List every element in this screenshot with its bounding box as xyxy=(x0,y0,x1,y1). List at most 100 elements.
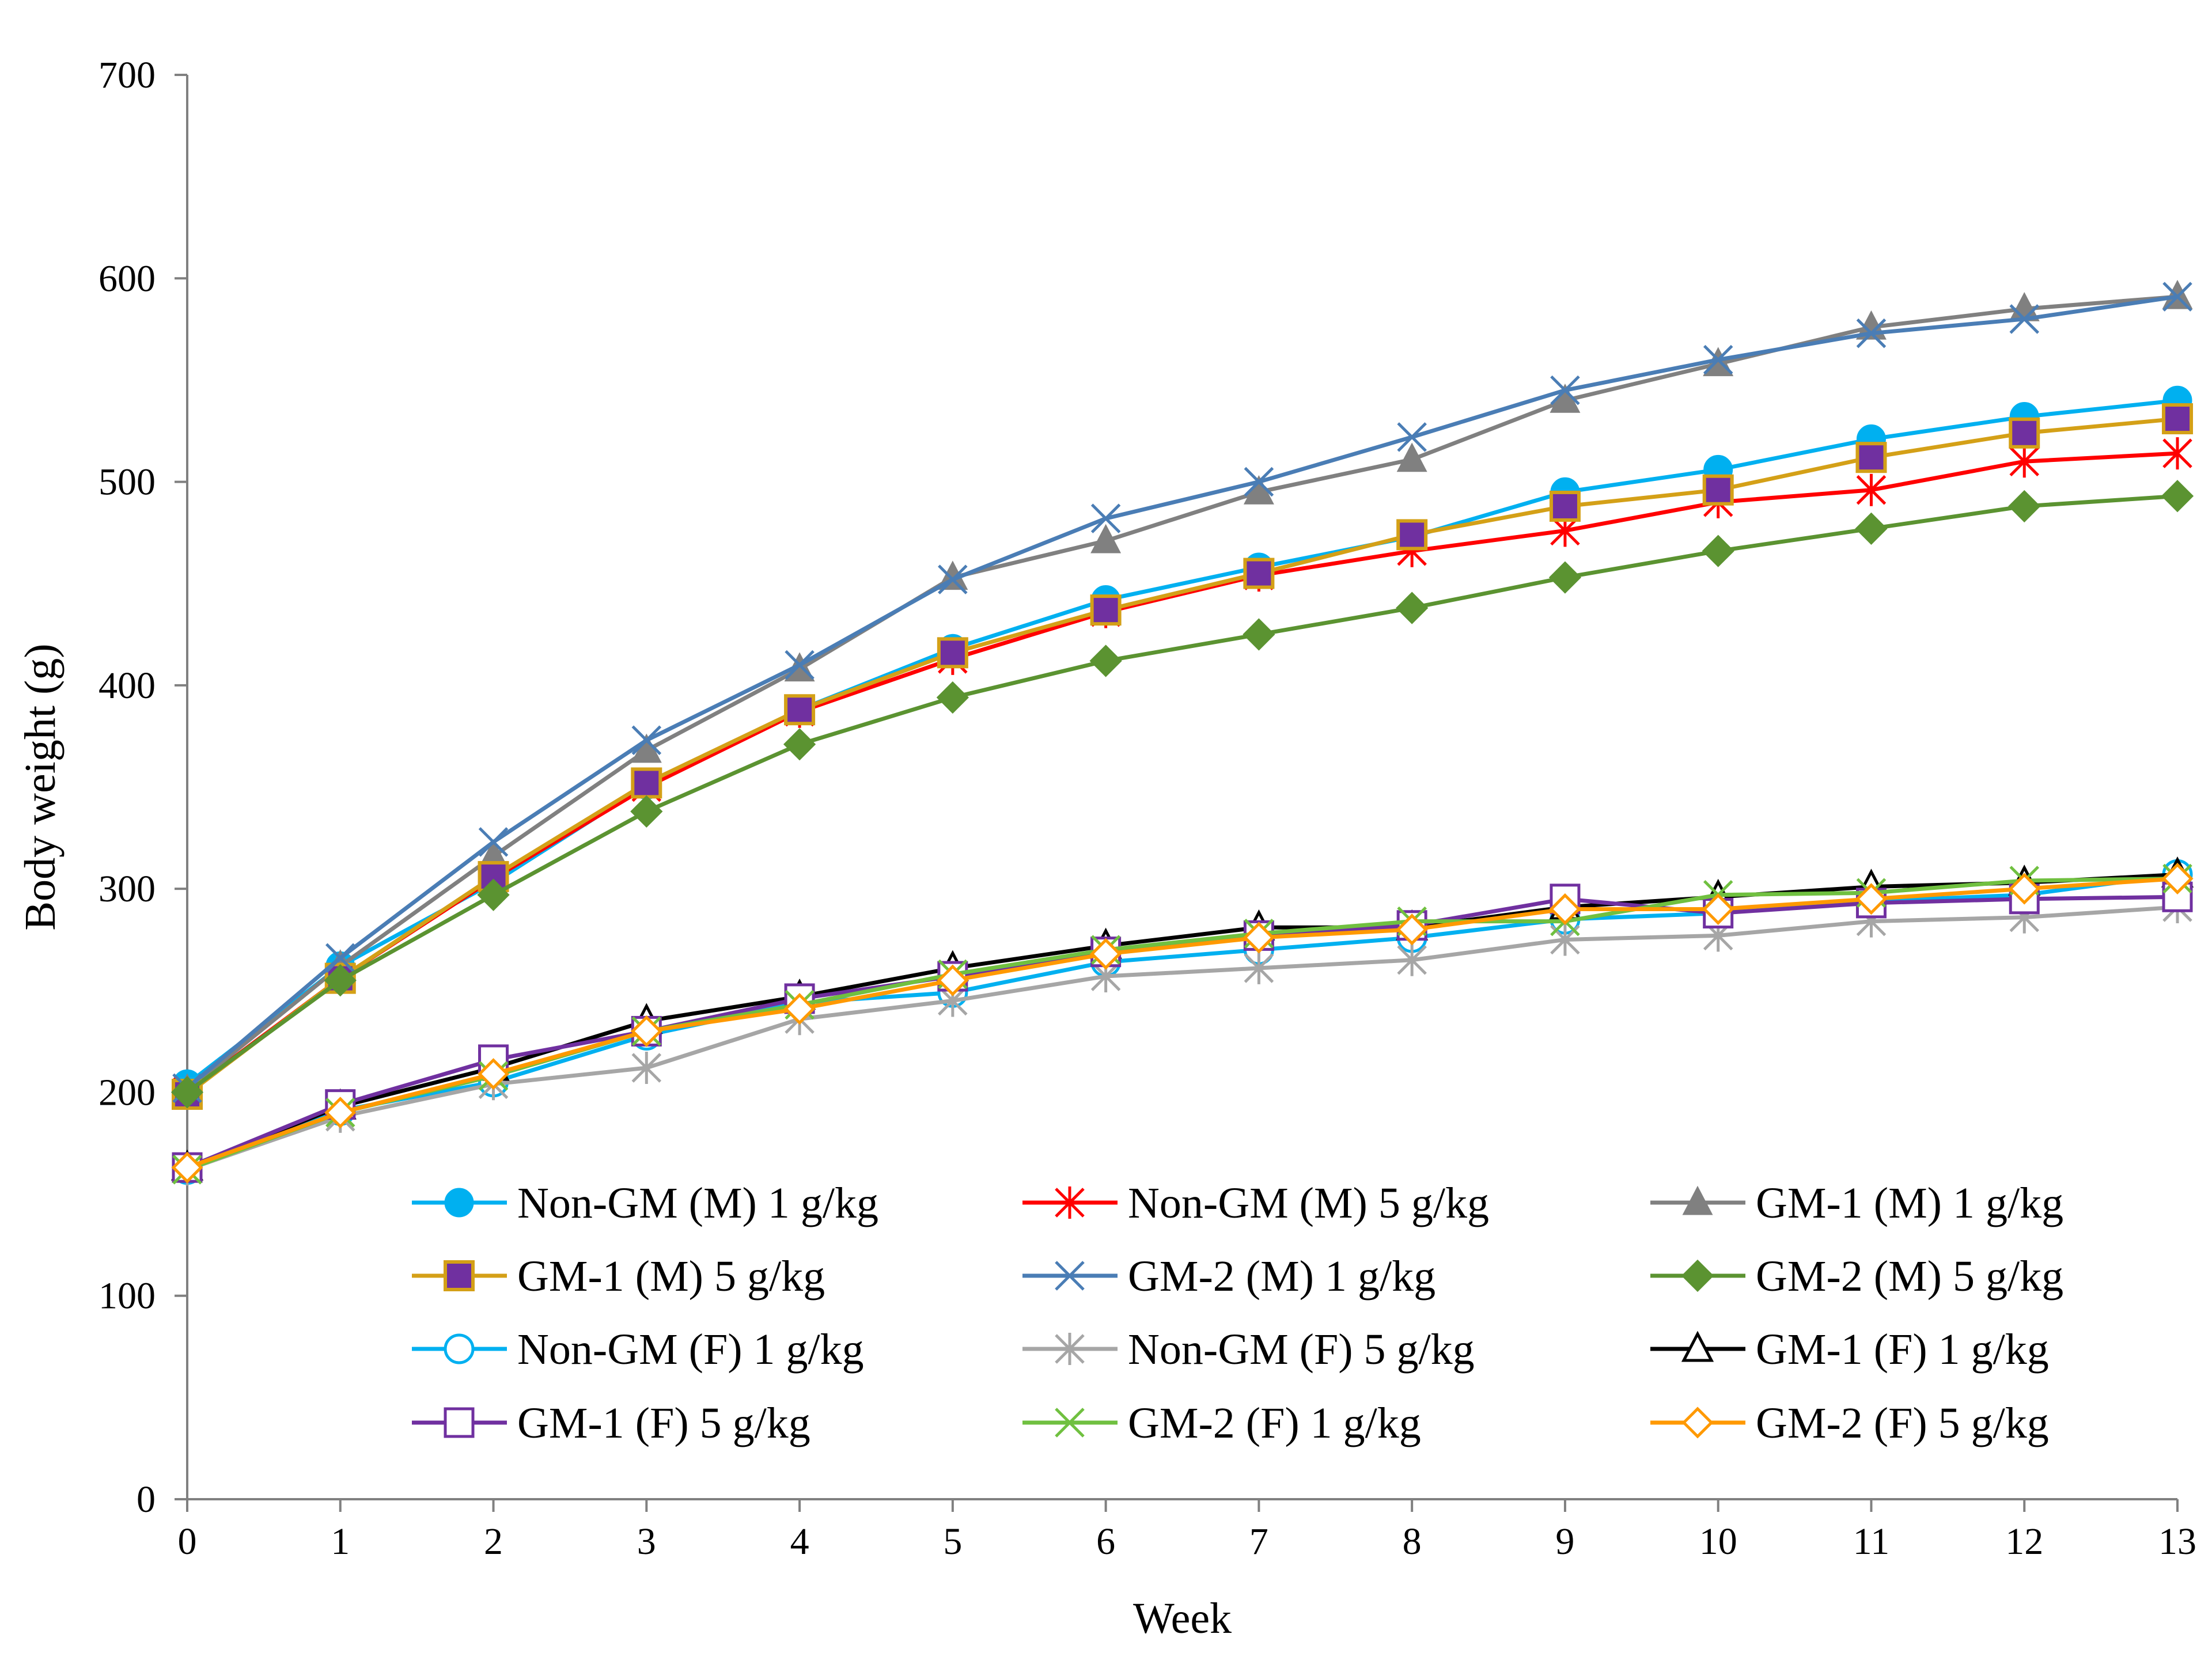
x-tick-label: 3 xyxy=(637,1521,656,1563)
legend-label: GM-1 (M) 5 g/kg xyxy=(517,1252,825,1301)
data-point-marker xyxy=(2009,445,2039,478)
legend-label: Non-GM (F) 5 g/kg xyxy=(1128,1325,1475,1374)
legend-marker xyxy=(1681,1259,1714,1292)
series-line xyxy=(185,494,2178,1094)
y-tick-label: 300 xyxy=(99,868,156,910)
legend-marker xyxy=(1055,1408,1085,1438)
data-point-marker xyxy=(477,878,510,911)
x-axis-label: Week xyxy=(1133,1594,1232,1643)
data-point-marker xyxy=(1550,375,1580,405)
y-tick-label: 200 xyxy=(99,1071,156,1113)
data-point-marker xyxy=(171,1076,204,1109)
legend: Non-GM (M) 1 g/kg Non-GM (M) 5 g/kg GM-1 (… xyxy=(412,1179,2063,1447)
legend-marker xyxy=(444,1260,475,1291)
data-point-marker xyxy=(171,1151,203,1184)
data-point-marker xyxy=(2162,282,2192,312)
x-tick-label: 5 xyxy=(943,1521,962,1563)
y-tick-label: 100 xyxy=(99,1275,156,1317)
legend-item: GM-1 (F) 5 g/kg xyxy=(412,1399,810,1447)
legend-item: GM-1 (M) 5 g/kg xyxy=(412,1252,825,1301)
y-tick-label: 0 xyxy=(137,1478,156,1521)
legend-item: GM-2 (F) 1 g/kg xyxy=(1022,1399,1421,1447)
legend-item: GM-1 (F) 1 g/kg xyxy=(1650,1325,2049,1374)
data-point-marker xyxy=(631,767,662,799)
legend-marker xyxy=(1682,1185,1713,1215)
legend-marker xyxy=(1055,1261,1085,1291)
data-point-marker xyxy=(1549,490,1581,522)
x-tick-label: 4 xyxy=(790,1521,809,1563)
data-point-marker xyxy=(785,650,815,680)
legend-item: Non-GM (F) 1 g/kg xyxy=(412,1325,864,1374)
data-point-marker xyxy=(2008,490,2041,523)
legend-marker xyxy=(1055,1333,1085,1365)
data-point-marker xyxy=(2009,417,2040,449)
legend-item: GM-2 (M) 1 g/kg xyxy=(1022,1252,1435,1301)
data-point-marker xyxy=(1702,893,1734,926)
data-point-marker xyxy=(783,993,816,1025)
legend-item: Non-GM (F) 5 g/kg xyxy=(1022,1325,1475,1374)
series-line xyxy=(185,294,2178,1090)
legend-item: Non-GM (M) 1 g/kg xyxy=(412,1179,878,1227)
y-axis-label: Body weight (g) xyxy=(16,643,65,930)
x-tick-label: 13 xyxy=(2158,1521,2196,1563)
data-point-marker xyxy=(1396,592,1429,624)
data-point-marker xyxy=(1397,422,1427,452)
data-point-marker xyxy=(324,1097,357,1129)
legend-marker xyxy=(444,1407,475,1438)
legend-marker xyxy=(1055,1186,1085,1219)
legend-label: Non-GM (F) 1 g/kg xyxy=(517,1325,864,1374)
data-point-marker xyxy=(1243,618,1275,651)
series-line xyxy=(186,876,2178,1170)
series-5 xyxy=(172,282,2192,1104)
data-point-marker xyxy=(1856,473,1887,506)
data-point-marker xyxy=(1702,474,1734,506)
legend-label: GM-1 (M) 1 g/kg xyxy=(1756,1179,2063,1227)
legend-marker xyxy=(444,1188,474,1218)
series-line xyxy=(185,416,2178,1096)
legend-label: GM-1 (F) 1 g/kg xyxy=(1756,1325,2049,1374)
data-point-marker xyxy=(2162,437,2192,470)
series-12 xyxy=(171,862,2194,1184)
data-point-marker xyxy=(1396,913,1428,946)
legend-label: Non-GM (M) 5 g/kg xyxy=(1128,1179,1489,1227)
data-point-marker xyxy=(1244,951,1274,984)
series-line xyxy=(185,294,2178,1092)
data-point-marker xyxy=(937,637,968,669)
data-point-marker xyxy=(2008,873,2040,905)
data-point-marker xyxy=(1549,893,1581,926)
legend-label: GM-2 (M) 1 g/kg xyxy=(1128,1252,1435,1301)
data-point-marker xyxy=(1855,883,1887,915)
data-point-marker xyxy=(325,943,355,973)
legend-label: GM-2 (F) 1 g/kg xyxy=(1128,1399,1421,1447)
legend-label: GM-2 (F) 5 g/kg xyxy=(1756,1399,2049,1447)
data-point-marker xyxy=(1856,318,1887,348)
data-point-marker xyxy=(1090,594,1122,626)
legend-item: GM-2 (F) 5 g/kg xyxy=(1650,1399,2049,1447)
x-tick-label: 6 xyxy=(1096,1521,1115,1563)
data-point-marker xyxy=(630,1015,662,1047)
data-point-marker xyxy=(2162,403,2193,435)
data-point-marker xyxy=(1703,344,1733,375)
axes xyxy=(186,75,2177,1500)
legend-label: Non-GM (M) 1 g/kg xyxy=(517,1179,878,1227)
data-point-marker xyxy=(1089,644,1122,677)
x-tick-label: 9 xyxy=(1555,1521,1574,1563)
x-tick-label: 11 xyxy=(1853,1521,1890,1563)
data-point-marker xyxy=(324,964,357,997)
legend-item: GM-1 (M) 1 g/kg xyxy=(1650,1179,2063,1227)
data-point-marker xyxy=(1855,442,1887,473)
data-point-marker xyxy=(631,1052,662,1085)
x-tick-label: 8 xyxy=(1403,1521,1422,1563)
legend-label: GM-1 (F) 5 g/kg xyxy=(517,1399,810,1447)
data-point-marker xyxy=(1090,938,1122,970)
data-point-marker xyxy=(936,681,969,714)
series-line xyxy=(186,905,2178,1171)
y-axis-ticks: 0 100 200 300 400 500 600 700 xyxy=(99,54,187,1521)
x-axis-ticks: 0 1 2 3 4 5 6 7 8 9 10 11 12 13 xyxy=(178,1499,2196,1563)
legend-label: GM-2 (M) 5 g/kg xyxy=(1756,1252,2063,1301)
data-point-marker xyxy=(1396,442,1427,472)
data-point-marker xyxy=(631,725,662,756)
legend-marker xyxy=(1681,1330,1714,1362)
data-point-marker xyxy=(1548,561,1582,594)
data-point-marker xyxy=(1243,558,1275,589)
